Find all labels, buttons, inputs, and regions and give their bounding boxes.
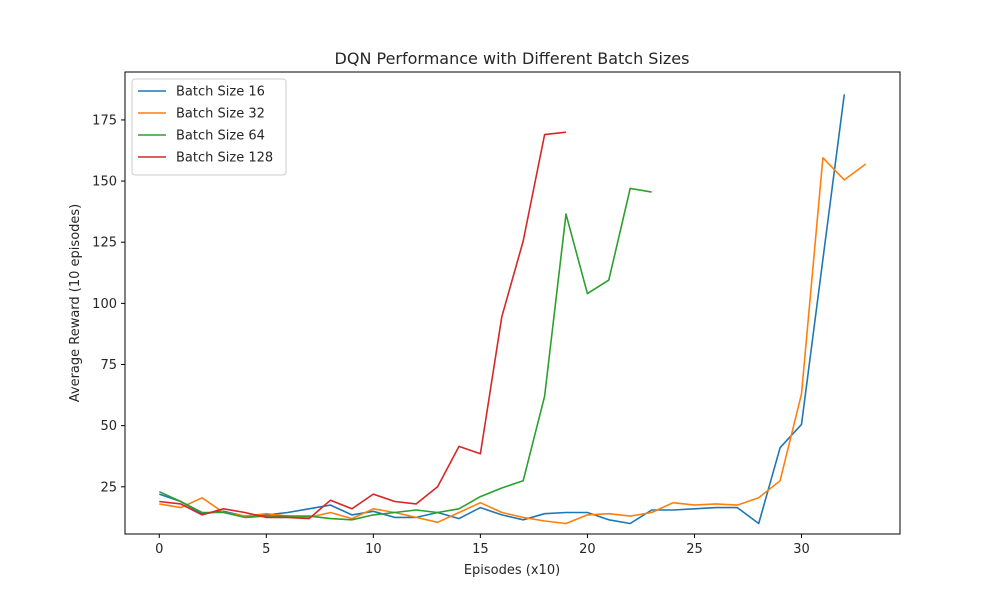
x-tick-label: 5 xyxy=(262,542,270,557)
y-tick-label: 150 xyxy=(92,175,117,190)
legend-box xyxy=(131,78,287,176)
legend: Batch Size 16 Batch Size 32 Batch Size 64 B… xyxy=(131,78,287,176)
series-line-2 xyxy=(159,157,867,525)
y-axis-label: Average Reward (10 episodes) xyxy=(68,204,83,403)
y-tick-label: 25 xyxy=(100,480,117,495)
x-tick-label: 20 xyxy=(579,542,596,557)
y-tick-label: 125 xyxy=(92,236,117,251)
x-tick-label: 10 xyxy=(365,542,382,557)
legend-label: Batch Size 16 xyxy=(176,85,265,100)
series-line-4 xyxy=(159,131,567,520)
legend-label: Batch Size 32 xyxy=(176,107,265,122)
axis-ticks: 0 5 10 15 20 25 30 25 50 75 100 125 150 175 xyxy=(92,113,810,557)
series-line-3 xyxy=(158,187,652,521)
y-tick-label: 100 xyxy=(92,297,117,312)
y-tick-label: 50 xyxy=(100,419,117,434)
x-tick-label: 0 xyxy=(155,542,163,557)
x-tick-label: 25 xyxy=(686,542,703,557)
x-axis-label: Episodes (x10) xyxy=(464,563,560,578)
series-lines xyxy=(158,94,867,525)
legend-label: Batch Size 64 xyxy=(176,129,265,144)
x-tick-label: 15 xyxy=(472,542,489,557)
legend-label: Batch Size 128 xyxy=(176,151,273,166)
y-tick-label: 175 xyxy=(92,113,117,128)
y-tick-label: 75 xyxy=(100,358,117,373)
chart-title: DQN Performance with Different Batch Siz… xyxy=(335,49,690,68)
x-tick-label: 30 xyxy=(793,542,810,557)
